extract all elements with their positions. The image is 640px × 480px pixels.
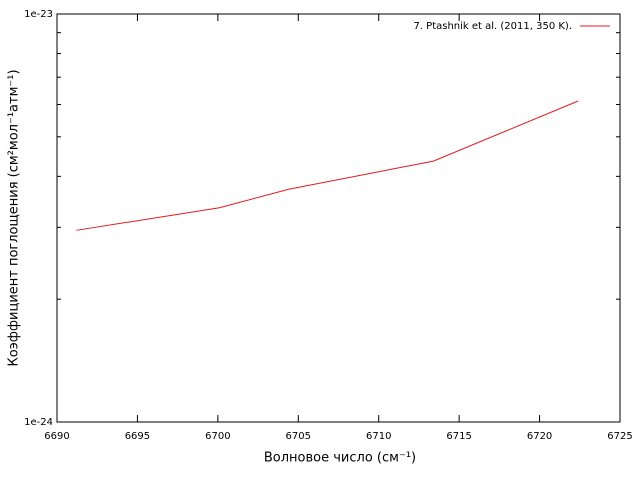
data-line bbox=[76, 100, 579, 231]
x-tick-label: 6715 bbox=[446, 431, 471, 442]
y-tick-label: 1e-24 bbox=[24, 417, 53, 428]
x-tick-label: 6710 bbox=[366, 431, 391, 442]
x-tick-label: 6700 bbox=[205, 431, 230, 442]
x-tick-label: 6720 bbox=[527, 431, 552, 442]
plot-frame bbox=[56, 13, 621, 423]
y-axis-label: Коэффициент поглощения (см²мол⁻¹атм⁻¹) bbox=[7, 69, 22, 366]
x-tick-label: 6690 bbox=[44, 431, 69, 442]
y-tick-label: 1e-23 bbox=[24, 9, 53, 20]
x-tick-label: 6725 bbox=[607, 431, 632, 442]
x-axis-label: Волновое число (см⁻¹) bbox=[264, 451, 416, 466]
x-tick-label: 6705 bbox=[286, 431, 311, 442]
legend-label: 7. Ptashnik et al. (2011, 350 K). bbox=[413, 21, 572, 32]
x-tick-label: 6695 bbox=[125, 431, 150, 442]
